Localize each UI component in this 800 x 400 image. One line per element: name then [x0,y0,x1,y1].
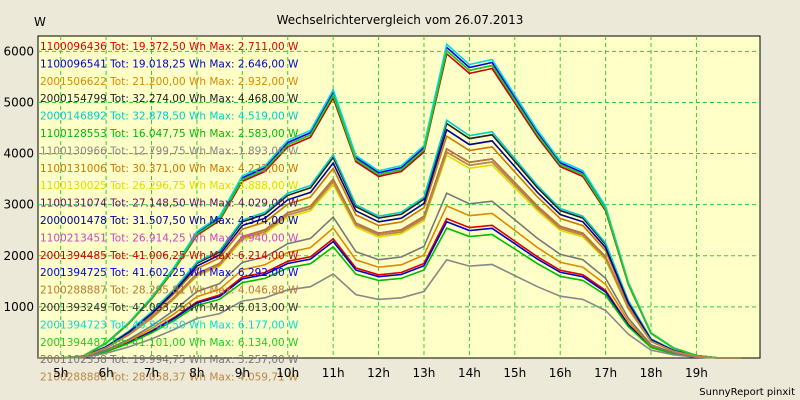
chart-title: Wechselrichtervergleich vom 26.07.2013 [277,13,524,27]
legend-entry: 2001394723 Tot: 40.853,50 Wh Max: 6.177,… [40,319,299,331]
x-tick-label: 8h [189,366,204,380]
x-tick-label: 13h [413,366,436,380]
x-tick-label: 18h [640,366,663,380]
series-line [38,258,742,359]
y-tick-label: 1000 [3,300,34,314]
y-axis: 1000 2000 3000 4000 5000 6000 [3,44,34,314]
legend-entry: 1100130966 Tot: 12.799,75 Wh Max: 1.893,… [40,145,299,157]
legend-entry: 2100288887 Tot: 28.295,81 Wh Max: 4.046,… [40,285,299,297]
x-tick-label: 17h [594,366,617,380]
legend-entry: 2100288888 Tot: 28.058,37 Wh Max: 4.059,… [40,372,299,384]
legend-entry: 1100128553 Tot: 16.047,75 Wh Max: 2.583,… [40,128,299,140]
series-line [38,128,742,359]
legend-entry: 1100096541 Tot: 19.018,25 Wh Max: 2.646,… [40,58,299,70]
y-tick-label: 5000 [3,95,34,109]
series-line [38,49,742,359]
legend-entry: 2001102358 Tot: 19.994,75 Wh Max: 3.257,… [40,354,299,366]
x-tick-label: 5h [53,366,68,380]
y-tick-label: 4000 [3,147,34,161]
legend: 1100096436 Tot: 19.372,50 Wh Max: 2.711,… [40,41,299,384]
legend-entry: 2001394487 Tot: 41.101,00 Wh Max: 6.134,… [40,337,299,349]
legend-entry: 2001394485 Tot: 41.006,25 Wh Max: 6.214,… [40,250,299,262]
x-tick-label: 7h [144,366,159,380]
legend-entry: 2000146892 Tot: 32.878,50 Wh Max: 4.519,… [40,111,299,123]
series-line [38,227,742,359]
series-lines [38,42,742,359]
legend-entry: 1100096436 Tot: 19.372,50 Wh Max: 2.711,… [40,41,299,53]
y-axis-label: W [34,15,46,29]
x-tick-label: 14h [458,366,481,380]
legend-entry: 1100131074 Tot: 27.148,50 Wh Max: 4.029,… [40,198,299,210]
x-tick-label: 16h [549,366,572,380]
legend-entry: 1100131006 Tot: 30.371,00 Wh Max: 4.222,… [40,163,299,175]
x-tick-label: 11h [322,366,345,380]
series-line [38,192,742,359]
legend-entry: 1100213451 Tot: 26.914,25 Wh Max: 3.940,… [40,232,299,244]
legend-entry: 2001394725 Tot: 41.602,25 Wh Max: 6.292,… [40,267,299,279]
x-tick-label: 6h [98,366,113,380]
x-tick-label: 12h [367,366,390,380]
legend-entry: 2001506622 Tot: 21.200,00 Wh Max: 2.932,… [40,76,299,88]
x-tick-label: 9h [235,366,250,380]
credit-text: SunnyReport pinxit [699,387,795,398]
series-line [38,119,742,359]
x-axis: 5h 6h 7h 8h 9h 10h 11h 12h 13h 14h 15h 16h 17h 18h 19h [53,366,708,380]
x-tick-label: 15h [503,366,526,380]
series-line [38,204,742,359]
legend-entry: 1100130025 Tot: 26.296,75 Wh Max: 3.888,… [40,180,299,192]
series-line [38,150,742,359]
y-tick-label: 3000 [3,198,34,212]
legend-entry: 2001393249 Tot: 42.093,75 Wh Max: 6.013,… [40,302,299,314]
legend-entry: 2000154799 Tot: 32.274,00 Wh Max: 4.468,… [40,93,299,105]
legend-entry: 2000001478 Tot: 31.507,50 Wh Max: 4.374,… [40,215,299,227]
x-tick-label: 19h [685,366,708,380]
x-tick-label: 10h [276,366,299,380]
y-tick-label: 2000 [3,249,34,263]
series-line [38,220,742,359]
y-tick-label: 6000 [3,44,34,58]
